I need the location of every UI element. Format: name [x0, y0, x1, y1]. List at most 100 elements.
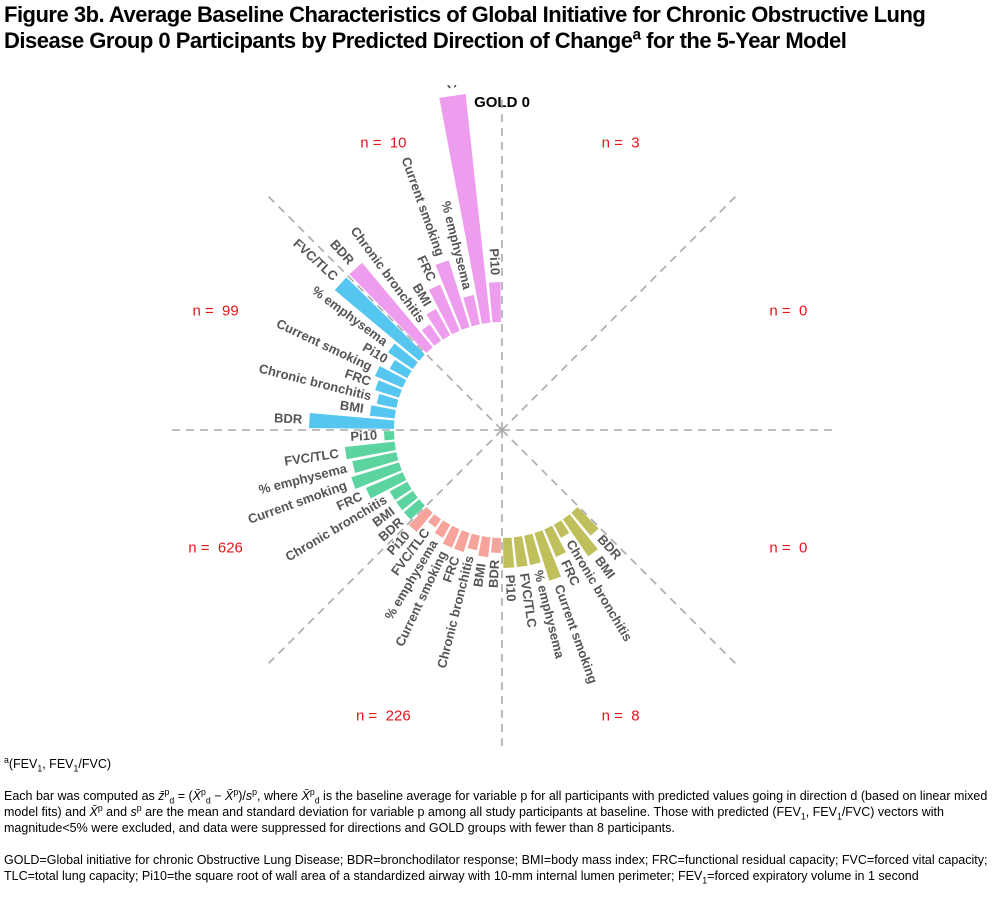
text-run: =forced expiratory volume in 1 second: [707, 869, 919, 883]
bar: [467, 533, 480, 551]
bar: [434, 520, 451, 538]
bar: [428, 514, 442, 528]
sector-count: n = 8: [602, 707, 640, 724]
bar: [478, 536, 491, 558]
text-run: for the 5-Year Model: [640, 28, 847, 53]
bar: [408, 507, 433, 532]
bar: [375, 380, 402, 398]
sector-count: n = 10: [360, 135, 406, 152]
bar-label: FRC: [414, 253, 439, 284]
text-sup: p: [201, 786, 206, 797]
bar: [344, 441, 396, 460]
text-run: and: [102, 805, 131, 819]
text-sub: 1: [702, 875, 708, 886]
text-i: X̄: [301, 789, 310, 803]
bar: [524, 533, 541, 566]
bar: [553, 520, 570, 538]
bar: [396, 490, 418, 511]
bar: [435, 260, 470, 330]
bar: [562, 514, 598, 557]
bar-label: BDR: [274, 410, 303, 426]
text-i: X̄: [225, 789, 234, 803]
text-run: Each bar was computed as: [4, 789, 159, 803]
sector-count: n = 0: [769, 302, 807, 319]
text-sup: p: [233, 786, 239, 797]
text-run: −: [210, 789, 226, 803]
bar: [388, 343, 418, 370]
bar: [365, 472, 407, 499]
bar: [463, 294, 480, 327]
text-sub: 1: [73, 763, 79, 774]
bar: [534, 530, 561, 581]
text-sub: 1: [37, 763, 43, 774]
bar: [334, 277, 425, 361]
text-sub: d: [314, 795, 320, 806]
bar: [544, 525, 566, 557]
sector-count: n = 99: [192, 302, 238, 319]
figure-title: Figure 3b. Average Baseline Characterist…: [4, 2, 994, 54]
text-sup: p: [136, 802, 142, 813]
bar: [349, 262, 433, 353]
text-run: GOLD=Global initiative for chronic Obstr…: [4, 853, 988, 883]
text-sup: p: [252, 786, 257, 797]
bar-label: Pi10: [487, 248, 503, 275]
bar-label: BDR: [486, 559, 502, 588]
bar: [491, 537, 501, 553]
text-sub: d: [205, 795, 211, 806]
bar: [454, 530, 470, 553]
bar: [389, 481, 412, 501]
bar: [384, 431, 395, 441]
sector-divider: [501, 196, 736, 431]
chart: GOLD 0 n = 3n = 0n = 0n = 8BDRBMIChronic…: [172, 85, 832, 750]
text-run: )/: [238, 789, 246, 803]
text-run: , where: [257, 789, 302, 803]
footnotes: a(FEV1, FEV1/FVC) Each bar was computed a…: [4, 754, 989, 900]
bar: [426, 308, 451, 340]
text-sup: a: [4, 754, 9, 765]
bar: [403, 499, 425, 520]
text-run: = (: [174, 789, 193, 803]
text-run: is the baseline average for variable p f…: [4, 789, 988, 819]
bar-label: Pi10: [503, 574, 519, 601]
bar: [439, 94, 491, 324]
footnote: a(FEV1, FEV1/FVC): [4, 754, 989, 774]
text-sup: p: [164, 786, 170, 797]
bar-label: BMI: [470, 562, 488, 588]
text-run: Figure 3b. Average Baseline Characterist…: [4, 2, 926, 53]
text-run: , FEV: [805, 805, 837, 819]
bar-label: BMI: [339, 398, 365, 416]
text-sub: d: [169, 795, 175, 806]
text-i: s: [245, 789, 253, 803]
bar: [503, 537, 515, 568]
sector-count: n = 626: [188, 540, 243, 557]
text-sup: p: [97, 802, 103, 813]
text-sup: a: [632, 26, 641, 44]
bar: [389, 359, 412, 379]
bar: [513, 536, 528, 568]
text-sub: 1: [800, 811, 806, 822]
sector-count: n = 226: [356, 707, 411, 724]
text-sub: 1: [836, 811, 842, 822]
bar: [376, 394, 399, 408]
text-sup: p: [309, 786, 315, 797]
text-i: s: [130, 805, 137, 819]
bar: [369, 405, 396, 419]
text-i: X̄: [89, 805, 98, 819]
bar: [428, 284, 460, 335]
text-run: /FVC): [78, 757, 112, 771]
text-run: (FEV: [8, 757, 38, 771]
bar: [571, 507, 599, 536]
bar-label: Pi10: [350, 428, 377, 444]
text-run: /FVC) vectors with magnitude<5% were exc…: [4, 805, 944, 835]
sector-count: n = 3: [602, 135, 640, 152]
bar: [421, 324, 442, 346]
bar-label: FVC/TLC: [437, 85, 460, 90]
text-i: X̄: [192, 789, 202, 803]
footnote: GOLD=Global initiative for chronic Obstr…: [4, 852, 989, 886]
bar: [488, 282, 501, 323]
bar: [352, 452, 399, 473]
bar: [442, 525, 460, 548]
text-run: are the mean and standard deviation for …: [141, 805, 801, 819]
text-i: z̄: [158, 789, 165, 803]
